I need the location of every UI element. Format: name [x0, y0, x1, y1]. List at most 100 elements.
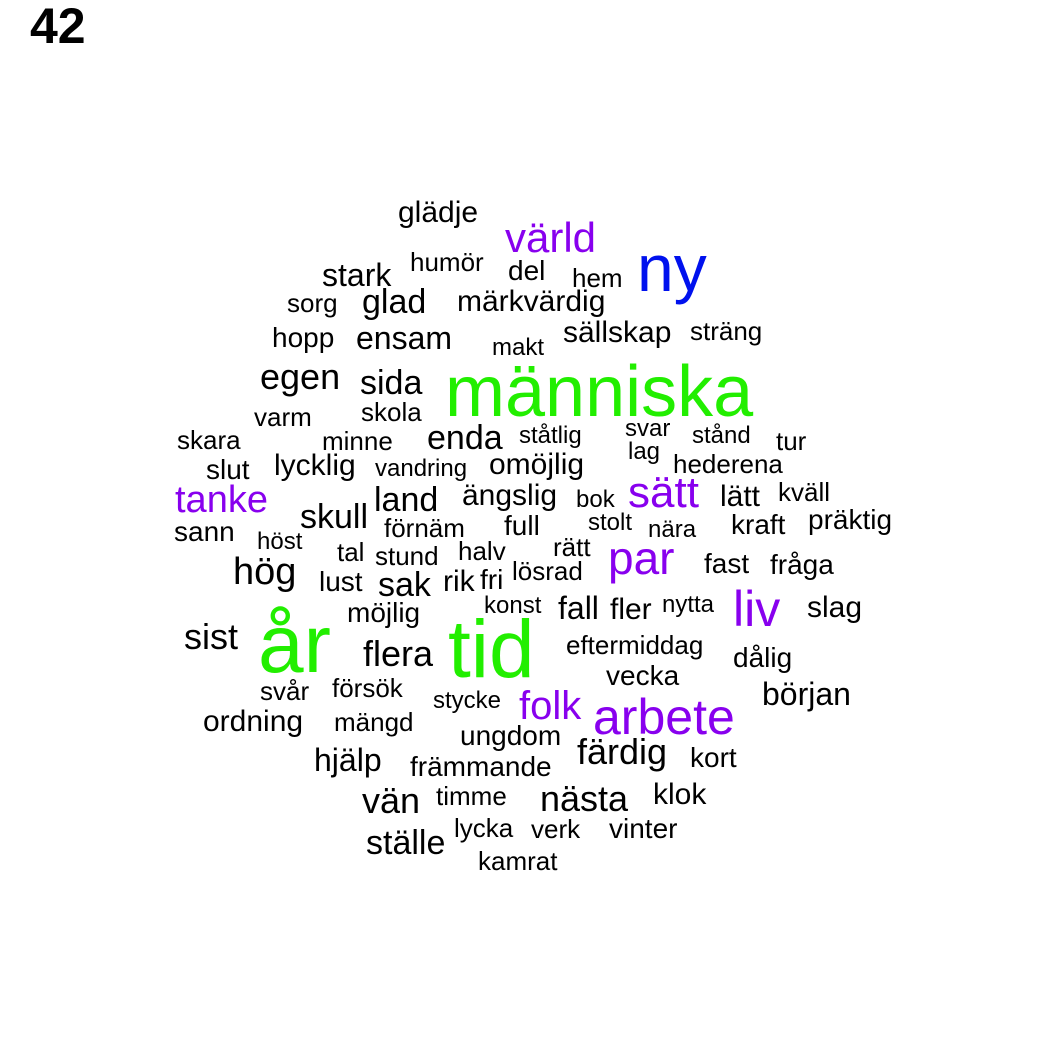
word-lösrad: lösrad — [512, 556, 583, 586]
word-stolt: stolt — [588, 509, 633, 536]
word-kort: kort — [690, 742, 737, 773]
word-bok: bok — [576, 486, 615, 513]
word-nära: nära — [648, 516, 697, 543]
word-möjlig: möjlig — [347, 597, 421, 628]
word-försök: försök — [332, 673, 403, 703]
word-vän: vän — [362, 780, 421, 821]
word-vinter: vinter — [609, 813, 678, 844]
word-människa: människa — [445, 352, 754, 432]
word-höst: höst — [257, 528, 303, 555]
word-sak: sak — [378, 566, 431, 604]
word-liv: liv — [733, 581, 781, 637]
word-ensam: ensam — [356, 320, 453, 356]
word-ordning: ordning — [203, 705, 304, 738]
word-slut: slut — [206, 454, 250, 485]
word-makt: makt — [492, 334, 545, 361]
word-kväll: kväll — [778, 477, 831, 507]
word-nästa: nästa — [540, 778, 629, 819]
word-stark: stark — [322, 257, 392, 293]
word-halv: halv — [458, 536, 506, 566]
word-omöjlig: omöjlig — [489, 448, 585, 481]
word-sida: sida — [360, 364, 423, 402]
word-tid: tid — [448, 604, 535, 695]
word-hem: hem — [572, 263, 623, 293]
word-kraft: kraft — [731, 509, 786, 540]
word-lätt: lätt — [720, 480, 761, 513]
word-ungdom: ungdom — [460, 720, 562, 751]
word-skull: skull — [300, 498, 369, 536]
word-tal: tal — [337, 537, 365, 567]
word-lag: lag — [628, 438, 661, 465]
word-rik: rik — [443, 565, 475, 598]
word-humör: humör — [410, 247, 484, 277]
word-ängslig: ängslig — [462, 479, 558, 512]
word-varm: varm — [254, 402, 312, 432]
word-sträng: sträng — [690, 316, 763, 346]
word-stycke: stycke — [433, 687, 502, 714]
word-egen: egen — [260, 356, 341, 397]
word-värld: värld — [505, 214, 597, 261]
word-år: år — [258, 599, 331, 690]
word-tur: tur — [776, 426, 807, 456]
word-fråga: fråga — [770, 549, 834, 580]
word-glad: glad — [362, 283, 427, 321]
word-sorg: sorg — [287, 288, 338, 318]
word-slag: slag — [807, 591, 863, 624]
word-rätt: rätt — [553, 532, 591, 562]
word-ställe: ställe — [366, 824, 446, 862]
word-lycka: lycka — [454, 813, 514, 843]
word-del: del — [508, 255, 546, 286]
word-dålig: dålig — [733, 642, 793, 673]
word-tanke: tanke — [175, 479, 268, 521]
word-sann: sann — [174, 516, 235, 547]
word-fler: fler — [610, 593, 652, 626]
word-enda: enda — [427, 419, 503, 457]
word-sätt: sätt — [628, 468, 699, 517]
word-mängd: mängd — [334, 707, 414, 737]
word-präktig: präktig — [808, 504, 893, 535]
word-eftermiddag: eftermiddag — [566, 630, 704, 660]
word-hopp: hopp — [272, 322, 335, 353]
word-svår: svår — [260, 676, 310, 706]
word-svar: svar — [625, 415, 671, 442]
word-land: land — [374, 481, 439, 519]
word-förnäm: förnäm — [384, 513, 465, 543]
word-par: par — [608, 532, 675, 584]
word-lycklig: lycklig — [274, 449, 356, 482]
word-nytta: nytta — [662, 591, 715, 618]
word-sist: sist — [184, 616, 238, 657]
word-verk: verk — [531, 814, 581, 844]
word-färdig: färdig — [577, 731, 668, 772]
word-glädje: glädje — [398, 196, 479, 229]
word-stund: stund — [375, 541, 439, 571]
word-lust: lust — [319, 566, 363, 597]
word-fri: fri — [480, 564, 504, 595]
word-timme: timme — [436, 781, 507, 811]
word-klok: klok — [653, 778, 707, 811]
word-flera: flera — [363, 633, 434, 674]
word-minne: minne — [322, 426, 393, 456]
word-märkvärdig: märkvärdig — [457, 285, 606, 318]
word-vandring: vandring — [375, 455, 468, 482]
word-ståtlig: ståtlig — [519, 422, 582, 449]
page-number: 42 — [30, 0, 86, 54]
word-kamrat: kamrat — [478, 846, 558, 876]
word-skola: skola — [361, 397, 422, 427]
word-främmande: främmande — [410, 751, 552, 782]
word-arbete: arbete — [593, 689, 735, 745]
word-hög: hög — [233, 551, 297, 593]
word-fast: fast — [704, 548, 750, 579]
word-början: början — [762, 676, 851, 712]
word-konst: konst — [484, 592, 542, 619]
word-sällskap: sällskap — [563, 316, 672, 349]
word-hjälp: hjälp — [314, 742, 382, 778]
word-skara: skara — [177, 425, 241, 455]
word-folk: folk — [519, 684, 582, 728]
word-stånd: stånd — [692, 422, 751, 449]
word-full: full — [504, 510, 540, 541]
word-hederena: hederena — [673, 449, 783, 479]
word-ny: ny — [637, 231, 707, 305]
word-fall: fall — [558, 590, 599, 626]
word-vecka: vecka — [606, 660, 680, 691]
